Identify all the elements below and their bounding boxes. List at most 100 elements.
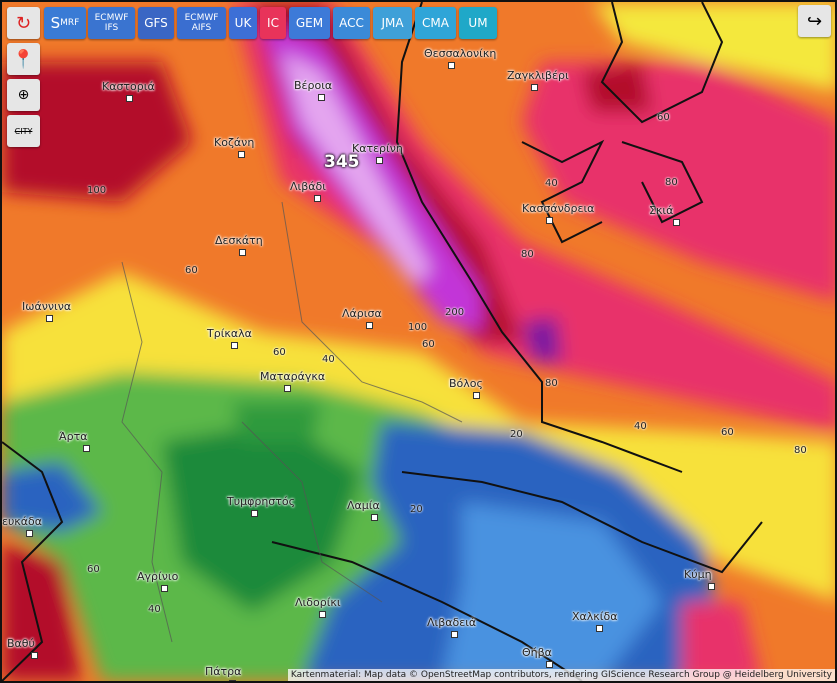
city-label: Θήβα: [522, 646, 552, 659]
contour-label: 100: [87, 185, 107, 196]
location-button[interactable]: 📍: [7, 43, 40, 75]
city-label: Αγρίνιο: [137, 570, 179, 583]
city-label: Θεσσαλονίκη: [424, 47, 497, 60]
city-label: Λιβαδειά: [427, 616, 477, 629]
model-button[interactable]: CMA: [415, 7, 456, 39]
city-marker: [251, 510, 258, 517]
button-label: ACC: [339, 16, 364, 30]
city-marker: [83, 445, 90, 452]
contour-label: 80: [665, 177, 678, 188]
city-label: Κατερίνη: [352, 142, 403, 155]
city-marker: [238, 151, 245, 158]
button-label: UK: [234, 16, 252, 30]
city-marker: [708, 583, 715, 590]
city-label: Λαμία: [347, 499, 380, 512]
city-label: Δεσκάτη: [215, 234, 263, 247]
city-marker: [546, 661, 553, 668]
model-button[interactable]: GEM: [289, 7, 330, 39]
model-button[interactable]: ECMWF AIFS: [177, 7, 226, 39]
model-button[interactable]: ACC: [333, 7, 370, 39]
city-label: Άρτα: [59, 430, 88, 443]
model-button[interactable]: S MRF: [44, 7, 86, 39]
city-marker: [26, 530, 33, 537]
city-label: Ματαράγκα: [260, 370, 326, 383]
contour-label: 20: [410, 504, 423, 515]
city-marker: [673, 219, 680, 226]
contour-label: 60: [87, 564, 100, 575]
model-button[interactable]: UK: [229, 7, 257, 39]
city-label: Ιωάννινα: [22, 300, 72, 313]
model-button[interactable]: GFS: [138, 7, 174, 39]
model-button[interactable]: ECMWF IFS: [88, 7, 135, 39]
city-label: Σκιά: [649, 204, 674, 217]
button-label: AIFS: [191, 23, 212, 33]
city-marker: [126, 95, 133, 102]
city-label: Βόλος: [449, 377, 483, 390]
city-marker: [448, 62, 455, 69]
city-marker: [366, 322, 373, 329]
contour-label: 40: [148, 604, 161, 615]
city-label: Καστοριά: [102, 80, 155, 93]
contour-label: 40: [545, 178, 558, 189]
city-label: Ζαγκλιβέρι: [507, 69, 569, 82]
contour-label: 80: [521, 249, 534, 260]
contour-label: 100: [408, 322, 428, 333]
contour-label: 80: [545, 378, 558, 389]
contour-label: 60: [185, 265, 198, 276]
city-marker: [376, 157, 383, 164]
button-label: UM: [468, 16, 488, 30]
button-label: S: [50, 14, 61, 32]
model-button[interactable]: UM: [459, 7, 497, 39]
model-button[interactable]: IC: [260, 7, 286, 39]
button-label: GFS: [144, 16, 168, 30]
city-marker: [371, 514, 378, 521]
city-label: Λιβάδι: [290, 180, 326, 193]
city-label: Λάρισα: [342, 307, 382, 320]
city-label: Τρίκαλα: [207, 327, 252, 340]
button-label: CMA: [422, 16, 449, 30]
contour-label: 80: [794, 445, 807, 456]
button-label: IFS: [104, 23, 119, 33]
city-label: Κύμη: [684, 568, 712, 581]
button-label: IC: [267, 16, 279, 30]
zoom-button[interactable]: ⊕: [7, 79, 40, 111]
contour-label: 60: [422, 339, 435, 350]
city-marker: [31, 652, 38, 659]
city-label: ευκάδα: [2, 515, 43, 528]
city-toggle[interactable]: CITY: [7, 115, 40, 147]
city-marker: [319, 611, 326, 618]
max-label: 345: [324, 152, 360, 172]
model-button[interactable]: JMA: [373, 7, 412, 39]
attribution: Kartenmaterial: Map data © OpenStreetMap…: [287, 669, 835, 681]
city-marker: [231, 342, 238, 349]
city-label: Τυμφρηστός: [227, 495, 296, 508]
city-marker: [546, 217, 553, 224]
city-marker: [451, 631, 458, 638]
city-marker: [473, 392, 480, 399]
city-marker: [531, 84, 538, 91]
city-label: Χαλκίδα: [572, 610, 618, 623]
button-label: ECMWF: [94, 13, 129, 23]
share-button[interactable]: ↪: [798, 5, 831, 37]
refresh-button[interactable]: ↻: [7, 7, 40, 39]
contour-label: 60: [721, 427, 734, 438]
city-marker: [161, 585, 168, 592]
city-label: Βέροια: [294, 79, 333, 92]
city-marker: [284, 385, 291, 392]
contour-label: 60: [273, 347, 286, 358]
city-marker: [314, 195, 321, 202]
contour-label: 200: [445, 307, 465, 318]
button-label: GEM: [295, 16, 324, 30]
city-marker: [596, 625, 603, 632]
button-label: MRF: [60, 18, 80, 28]
city-marker: [318, 94, 325, 101]
button-label: ECMWF: [184, 13, 219, 23]
city-label: Λιδορίκι: [295, 596, 341, 609]
city-marker: [229, 680, 236, 681]
contour-label: 20: [510, 429, 523, 440]
city-label: Πάτρα: [205, 665, 242, 678]
city-label: Κασσάνδρεια: [522, 202, 595, 215]
contour-label: 40: [634, 421, 647, 432]
